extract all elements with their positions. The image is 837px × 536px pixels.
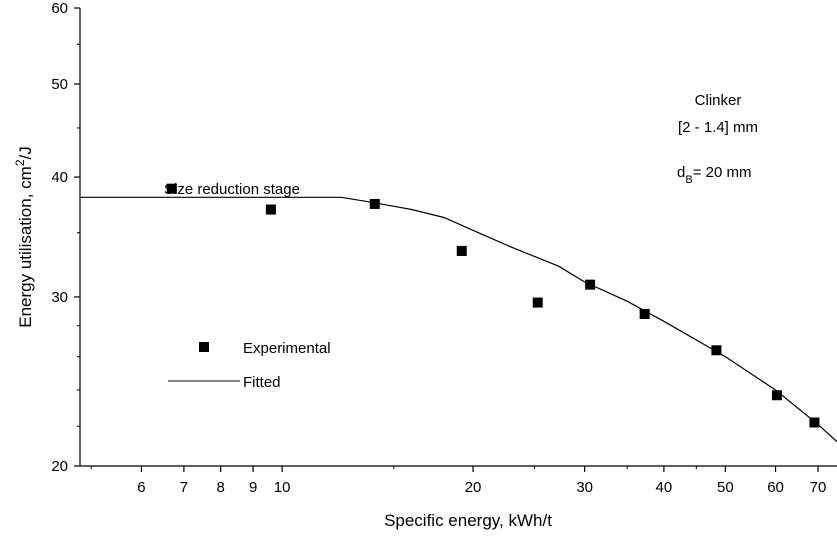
x-tick-label: 7 bbox=[180, 479, 188, 496]
x-tick-label: 20 bbox=[465, 479, 482, 496]
material-label: Clinker bbox=[695, 92, 742, 109]
experimental-point bbox=[809, 417, 820, 428]
x-tick-label: 30 bbox=[576, 479, 593, 496]
y-tick-label: 60 bbox=[51, 0, 68, 17]
x-axis-title: Specific energy, kWh/t bbox=[384, 511, 552, 530]
experimental-point bbox=[265, 204, 276, 215]
experimental-point bbox=[166, 183, 177, 194]
fitted-line bbox=[80, 196, 837, 443]
x-tick-label: 6 bbox=[137, 479, 145, 496]
x-tick-label: 9 bbox=[249, 479, 257, 496]
legend: Experimental Fitted bbox=[168, 340, 331, 391]
experimental-point bbox=[771, 390, 782, 401]
y-tick-label: 40 bbox=[51, 169, 68, 186]
experimental-series bbox=[166, 183, 820, 428]
x-tick-label: 50 bbox=[717, 479, 734, 496]
legend-fitted-label: Fitted bbox=[243, 374, 281, 391]
y-tick-label: 30 bbox=[51, 289, 68, 306]
plot-frame bbox=[79, 8, 837, 467]
y-tick-label: 50 bbox=[51, 76, 68, 93]
ball-diameter-main: d bbox=[677, 164, 685, 181]
experimental-point bbox=[711, 345, 722, 356]
legend-experimental-label: Experimental bbox=[243, 340, 331, 357]
y-ticks: 20 30 40 50 60 bbox=[51, 0, 80, 475]
ball-diameter-value: = 20 mm bbox=[693, 164, 752, 181]
ball-diameter-label: dB= 20 mm bbox=[677, 164, 751, 186]
size-reduction-stage-label: Size reduction stage bbox=[164, 181, 300, 198]
ball-diameter-sub: B bbox=[685, 174, 692, 186]
experimental-point bbox=[639, 308, 650, 319]
x-tick-label: 60 bbox=[767, 479, 784, 496]
x-tick-label: 8 bbox=[217, 479, 225, 496]
y-axis-title: Energy utilisation, cm2/J bbox=[13, 146, 35, 328]
y-axis-title-sup: 2 bbox=[13, 159, 27, 166]
experimental-point bbox=[369, 198, 380, 209]
fitted-series bbox=[80, 196, 837, 443]
x-tick-label: 10 bbox=[274, 479, 291, 496]
experimental-point bbox=[585, 279, 596, 290]
x-tick-label: 40 bbox=[656, 479, 673, 496]
x-ticks: 6 7 8 9 10 20 30 40 50 60 70 bbox=[90, 466, 827, 496]
legend-marker-square bbox=[199, 342, 209, 352]
x-tick-label: 70 bbox=[810, 479, 827, 496]
y-axis-title-main: Energy utilisation, cm bbox=[16, 166, 35, 328]
experimental-point bbox=[532, 297, 543, 308]
y-tick-label: 20 bbox=[51, 458, 68, 475]
size-range-label: [2 - 1.4] mm bbox=[678, 119, 758, 136]
experimental-point bbox=[456, 245, 467, 256]
y-axis-title-tail: /J bbox=[16, 146, 35, 159]
